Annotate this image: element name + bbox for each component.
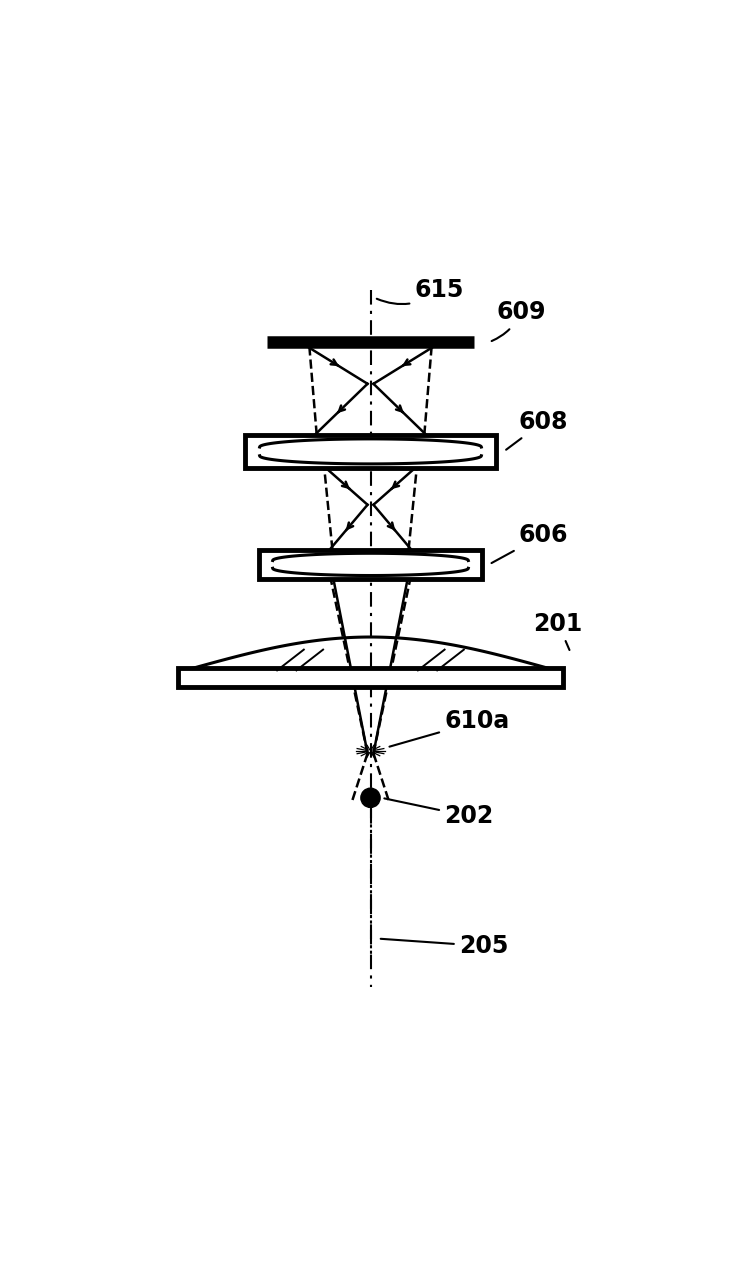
Text: 609: 609 [491,300,546,341]
Bar [245,434,496,469]
Text: 205: 205 [381,933,509,958]
Text: 610a: 610a [390,710,510,747]
Bar [178,668,563,687]
Text: 608: 608 [506,410,568,450]
Text: 615: 615 [376,278,465,304]
Text: 606: 606 [491,522,568,563]
Text: 202: 202 [385,798,494,829]
Bar [259,549,482,580]
Circle shape [361,788,380,807]
Text: 201: 201 [534,612,582,650]
